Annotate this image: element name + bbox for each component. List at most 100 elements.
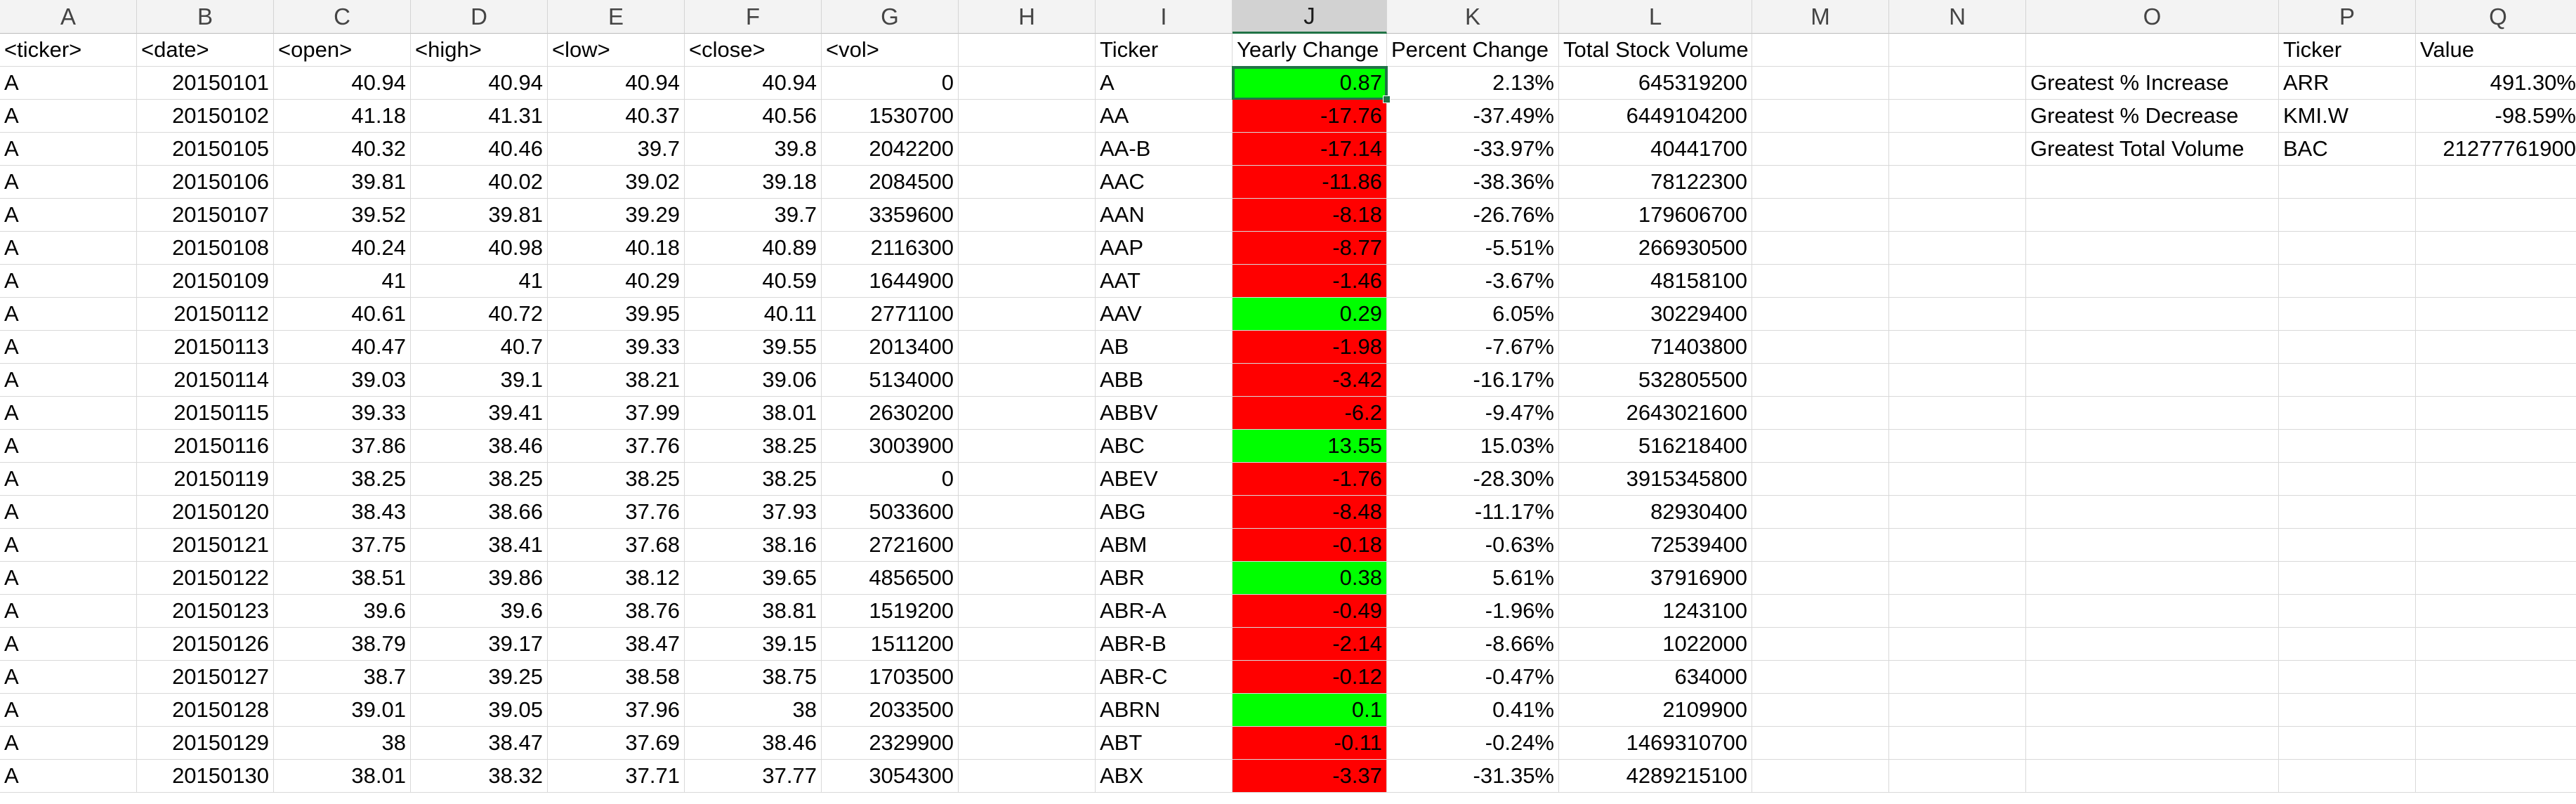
cell-g[interactable]: 2771100 bbox=[822, 298, 959, 331]
cell-b[interactable]: 20150129 bbox=[137, 727, 274, 760]
cell-b[interactable]: 20150113 bbox=[137, 331, 274, 364]
cell-e[interactable]: 39.7 bbox=[548, 133, 685, 166]
summary-ticker[interactable]: AAP bbox=[1096, 232, 1233, 265]
cell-o[interactable] bbox=[2026, 430, 2279, 463]
cell-e[interactable]: 37.76 bbox=[548, 430, 685, 463]
summary-yearly-change[interactable]: -11.86 bbox=[1233, 166, 1387, 199]
summary-yearly-change[interactable]: -3.42 bbox=[1233, 364, 1387, 397]
greatest-ticker[interactable]: ARR bbox=[2279, 67, 2416, 100]
summary-total-volume[interactable]: 72539400 bbox=[1559, 529, 1752, 562]
cell-a[interactable]: A bbox=[0, 67, 137, 100]
summary-total-volume[interactable]: 1469310700 bbox=[1559, 727, 1752, 760]
summary-percent-change[interactable]: -1.96% bbox=[1387, 595, 1559, 628]
cell-c-header[interactable]: <open> bbox=[274, 34, 411, 67]
cell-m[interactable] bbox=[1752, 67, 1889, 100]
summary-percent-change[interactable]: 15.03% bbox=[1387, 430, 1559, 463]
cell-c[interactable]: 37.75 bbox=[274, 529, 411, 562]
cell-h[interactable] bbox=[959, 661, 1096, 694]
cell-o[interactable] bbox=[2026, 265, 2279, 298]
cell-g[interactable]: 1644900 bbox=[822, 265, 959, 298]
cell-p[interactable] bbox=[2279, 496, 2416, 529]
summary-ticker[interactable]: AAT bbox=[1096, 265, 1233, 298]
summary-yearly-change[interactable]: -0.18 bbox=[1233, 529, 1387, 562]
cell-h[interactable] bbox=[959, 694, 1096, 727]
cell-a[interactable]: A bbox=[0, 364, 137, 397]
summary-ticker[interactable]: AA-B bbox=[1096, 133, 1233, 166]
cell-c[interactable]: 40.94 bbox=[274, 67, 411, 100]
summary-total-volume[interactable]: 48158100 bbox=[1559, 265, 1752, 298]
greatest-label[interactable]: Greatest Total Volume bbox=[2026, 133, 2279, 166]
column-header-g[interactable]: G bbox=[822, 0, 959, 34]
cell-a[interactable]: A bbox=[0, 463, 137, 496]
cell-q[interactable] bbox=[2416, 529, 2576, 562]
greatest-label[interactable]: Greatest % Decrease bbox=[2026, 100, 2279, 133]
cell-b[interactable]: 20150101 bbox=[137, 67, 274, 100]
cell-o[interactable] bbox=[2026, 199, 2279, 232]
summary-total-volume[interactable]: 6449104200 bbox=[1559, 100, 1752, 133]
summary-yearly-change[interactable]: -8.48 bbox=[1233, 496, 1387, 529]
cell-o[interactable] bbox=[2026, 331, 2279, 364]
cell-c[interactable]: 41.18 bbox=[274, 100, 411, 133]
summary-percent-change[interactable]: 5.61% bbox=[1387, 562, 1559, 595]
summary-ticker[interactable]: ABR bbox=[1096, 562, 1233, 595]
summary-ticker[interactable]: ABBV bbox=[1096, 397, 1233, 430]
summary-yearly-change[interactable]: -0.12 bbox=[1233, 661, 1387, 694]
cell-f[interactable]: 38.01 bbox=[685, 397, 822, 430]
cell-m[interactable] bbox=[1752, 529, 1889, 562]
cell-p[interactable] bbox=[2279, 628, 2416, 661]
summary-total-volume[interactable]: 2643021600 bbox=[1559, 397, 1752, 430]
cell-b[interactable]: 20150116 bbox=[137, 430, 274, 463]
cell-q[interactable] bbox=[2416, 166, 2576, 199]
cell-m[interactable] bbox=[1752, 397, 1889, 430]
cell-m[interactable] bbox=[1752, 760, 1889, 793]
column-header-d[interactable]: D bbox=[411, 0, 548, 34]
cell-e-header[interactable]: <low> bbox=[548, 34, 685, 67]
cell-e[interactable]: 38.12 bbox=[548, 562, 685, 595]
cell-n[interactable] bbox=[1889, 595, 2026, 628]
cell-b[interactable]: 20150128 bbox=[137, 694, 274, 727]
cell-c[interactable]: 38.51 bbox=[274, 562, 411, 595]
cell-n[interactable] bbox=[1889, 67, 2026, 100]
column-header-c[interactable]: C bbox=[274, 0, 411, 34]
cell-q[interactable] bbox=[2416, 430, 2576, 463]
cell-d[interactable]: 38.25 bbox=[411, 463, 548, 496]
cell-b[interactable]: 20150102 bbox=[137, 100, 274, 133]
cell-b[interactable]: 20150123 bbox=[137, 595, 274, 628]
cell-e[interactable]: 40.37 bbox=[548, 100, 685, 133]
cell-h[interactable] bbox=[959, 67, 1096, 100]
cell-p[interactable] bbox=[2279, 760, 2416, 793]
cell-n[interactable] bbox=[1889, 199, 2026, 232]
cell-g[interactable]: 3359600 bbox=[822, 199, 959, 232]
cell-p[interactable] bbox=[2279, 595, 2416, 628]
summary-percent-change[interactable]: -9.47% bbox=[1387, 397, 1559, 430]
summary-percent-change[interactable]: 0.41% bbox=[1387, 694, 1559, 727]
cell-n[interactable] bbox=[1889, 430, 2026, 463]
cell-f[interactable]: 40.11 bbox=[685, 298, 822, 331]
cell-p[interactable] bbox=[2279, 166, 2416, 199]
cell-d[interactable]: 38.32 bbox=[411, 760, 548, 793]
cell-p[interactable] bbox=[2279, 199, 2416, 232]
cell-b[interactable]: 20150115 bbox=[137, 397, 274, 430]
cell-f-header[interactable]: <close> bbox=[685, 34, 822, 67]
cell-e[interactable]: 38.25 bbox=[548, 463, 685, 496]
cell-b[interactable]: 20150119 bbox=[137, 463, 274, 496]
cell-a[interactable]: A bbox=[0, 628, 137, 661]
cell-n[interactable] bbox=[1889, 661, 2026, 694]
summary-yearly-change[interactable]: -1.46 bbox=[1233, 265, 1387, 298]
cell-b[interactable]: 20150130 bbox=[137, 760, 274, 793]
cell-h[interactable] bbox=[959, 562, 1096, 595]
summary-total-volume[interactable]: 179606700 bbox=[1559, 199, 1752, 232]
summary-total-volume[interactable]: 30229400 bbox=[1559, 298, 1752, 331]
cell-p[interactable] bbox=[2279, 727, 2416, 760]
summary-ticker[interactable]: ABT bbox=[1096, 727, 1233, 760]
cell-p[interactable] bbox=[2279, 232, 2416, 265]
summary-yearly-change[interactable]: -2.14 bbox=[1233, 628, 1387, 661]
cell-f[interactable]: 38 bbox=[685, 694, 822, 727]
cell-m[interactable] bbox=[1752, 463, 1889, 496]
cell-h[interactable] bbox=[959, 265, 1096, 298]
cell-c[interactable]: 39.03 bbox=[274, 364, 411, 397]
cell-e[interactable]: 37.69 bbox=[548, 727, 685, 760]
cell-g[interactable]: 2721600 bbox=[822, 529, 959, 562]
cell-q[interactable] bbox=[2416, 463, 2576, 496]
cell-o[interactable] bbox=[2026, 760, 2279, 793]
